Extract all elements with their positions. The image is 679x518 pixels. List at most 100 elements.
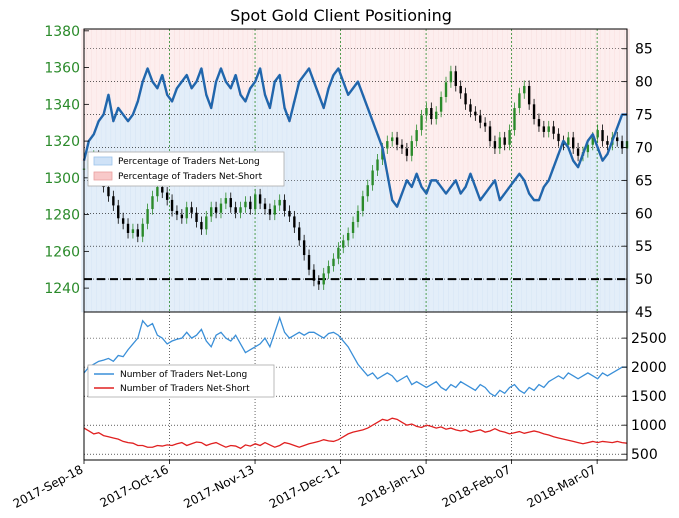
price-candle — [141, 223, 144, 237]
top-panel: 1240 1260 1280 1300 1320 1340 1360 1380 45 50 55 6… — [44, 24, 652, 321]
price-candle — [503, 137, 506, 145]
net-long-band — [546, 180, 552, 313]
net-long-band — [492, 180, 498, 313]
price-candle — [288, 210, 291, 217]
net-long-band — [96, 120, 102, 313]
net-short-band — [272, 28, 278, 82]
net-long-band — [379, 147, 385, 313]
price-candle — [254, 194, 257, 210]
price-candle — [185, 207, 188, 219]
net-short-band — [541, 28, 547, 188]
left-price-axis: 1240 1260 1280 1300 1320 1340 1360 1380 — [44, 24, 89, 297]
right-tick-label: 50 — [635, 272, 653, 288]
net-short-band — [433, 28, 439, 181]
net-long-band — [213, 81, 219, 313]
price-candle — [224, 198, 228, 204]
net-long-band — [365, 107, 371, 313]
right-tick-label: 2500 — [631, 331, 667, 347]
net-long-band — [462, 186, 469, 313]
net-short-band — [130, 28, 136, 115]
price-candle — [200, 221, 203, 230]
price-candle — [405, 148, 409, 156]
price-candle — [337, 247, 340, 259]
net-short-band — [86, 28, 92, 142]
price-candle — [400, 144, 404, 149]
price-candle — [312, 269, 316, 281]
price-candle — [205, 216, 208, 230]
price-candle — [498, 137, 502, 149]
price-candle — [523, 85, 526, 94]
net-short-band — [365, 28, 371, 109]
left-tick-label: 1380 — [44, 24, 80, 40]
price-candle — [518, 93, 521, 109]
price-candle — [346, 232, 350, 241]
net-short-band — [125, 28, 131, 122]
right-tick-label: 2000 — [631, 360, 667, 376]
price-candle — [567, 137, 570, 145]
price-candle — [532, 104, 536, 120]
price-candle — [435, 111, 438, 120]
net-long-band — [467, 173, 474, 313]
price-candle — [268, 209, 272, 215]
net-short-band — [345, 28, 351, 95]
net-long-band — [604, 153, 611, 313]
net-long-band — [448, 186, 454, 313]
net-short-band — [502, 28, 508, 194]
net-long-band — [609, 140, 615, 313]
net-long-band — [184, 74, 190, 313]
net-short-band — [448, 28, 454, 188]
price-candle — [395, 137, 399, 145]
net-short-band — [179, 28, 185, 82]
net-short-band — [169, 28, 175, 102]
price-candle — [483, 122, 487, 127]
net-short-band — [614, 28, 620, 128]
net-short-band — [546, 28, 552, 181]
net-long-band — [135, 101, 141, 313]
net-short-band — [286, 28, 293, 122]
net-long-band — [340, 81, 346, 313]
net-long-band — [145, 68, 151, 313]
net-short-band — [619, 28, 625, 115]
net-long-band — [551, 167, 557, 313]
price-candle — [459, 85, 462, 94]
net-short-band — [189, 28, 195, 89]
net-long-band — [355, 81, 361, 313]
net-short-band — [551, 28, 557, 168]
net-short-band — [100, 28, 107, 115]
net-long-band — [555, 153, 562, 313]
net-short-band — [350, 28, 356, 89]
net-short-band — [184, 28, 190, 76]
net-long-band — [301, 74, 307, 313]
left-tick-label: 1240 — [44, 281, 80, 297]
net-short-band — [120, 28, 126, 115]
price-candle — [493, 141, 497, 149]
right-tick-label: 85 — [635, 42, 653, 58]
net-long-band — [179, 81, 185, 313]
legend-swatch-net-short-pct — [93, 171, 113, 181]
price-candle — [283, 199, 286, 211]
net-long-band — [438, 186, 444, 313]
net-short-band — [326, 28, 332, 89]
price-candle — [390, 137, 394, 142]
net-long-band — [590, 134, 596, 313]
net-short-band — [521, 28, 527, 181]
price-candle — [415, 130, 418, 142]
price-candle — [112, 196, 115, 206]
net-long-band — [110, 120, 116, 313]
price-candle — [430, 108, 433, 120]
price-candle — [449, 71, 453, 83]
price-candle — [209, 207, 213, 217]
net-short-band — [609, 28, 615, 142]
net-short-band — [379, 28, 385, 148]
price-candle — [616, 137, 619, 142]
price-candle — [249, 201, 252, 210]
trader-count-series — [83, 315, 628, 450]
price-candle — [229, 198, 232, 208]
bottom-panel: 500 1000 1500 2000 2500 — [83, 311, 667, 463]
net-long-count-line — [83, 315, 627, 398]
net-short-band — [414, 28, 420, 174]
price-candle — [342, 240, 345, 248]
price-candle — [332, 258, 335, 267]
net-long-band — [599, 160, 606, 313]
